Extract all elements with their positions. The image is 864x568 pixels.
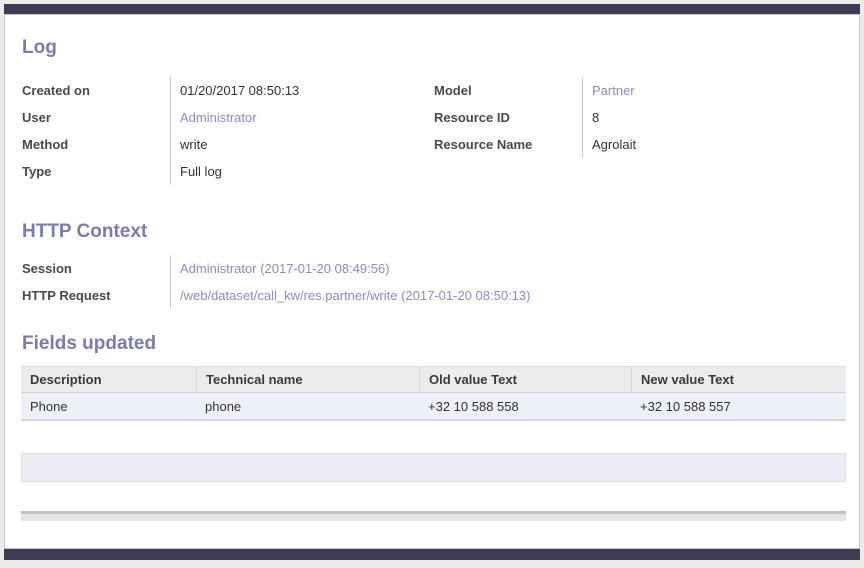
- http-context-section-title: HTTP Context: [22, 221, 148, 242]
- session-label: Session: [22, 261, 72, 276]
- user-link[interactable]: Administrator: [170, 104, 430, 131]
- field-row-type: Type Full log: [22, 158, 430, 185]
- field-row-resource-name: Resource Name Agrolait: [434, 131, 834, 158]
- cell-description: Phone: [30, 398, 68, 414]
- empty-list-row: [21, 453, 846, 482]
- http-request-link[interactable]: /web/dataset/call_kw/res.partner/write (…: [170, 282, 782, 309]
- model-label: Model: [434, 83, 472, 98]
- model-link[interactable]: Partner: [582, 77, 834, 104]
- field-row-created-on: Created on 01/20/2017 08:50:13: [22, 77, 430, 104]
- fields-updated-section-title: Fields updated: [22, 333, 157, 354]
- user-label: User: [22, 110, 51, 125]
- column-header-description[interactable]: Description: [30, 372, 102, 387]
- resource-id-value: 8: [582, 104, 834, 131]
- table-row[interactable]: Phone phone +32 10 588 558 +32 10 588 55…: [21, 393, 846, 421]
- http-request-label: HTTP Request: [22, 288, 111, 303]
- column-header-technical-name[interactable]: Technical name: [196, 367, 419, 392]
- modal-backdrop: Log Created on 01/20/2017 08:50:13 User …: [4, 4, 860, 560]
- type-value: Full log: [170, 158, 430, 185]
- field-row-http-request: HTTP Request /web/dataset/call_kw/res.pa…: [22, 282, 782, 309]
- resource-name-label: Resource Name: [434, 137, 533, 152]
- resource-name-value: Agrolait: [582, 131, 834, 158]
- log-fields-right-group: Model Partner Resource ID 8 Resource Nam…: [434, 77, 834, 158]
- log-fields-left-group: Created on 01/20/2017 08:50:13 User Admi…: [22, 77, 430, 185]
- cell-technical-name: phone: [205, 398, 242, 414]
- field-row-resource-id: Resource ID 8: [434, 104, 834, 131]
- method-value: write: [170, 131, 430, 158]
- column-header-new-value[interactable]: New value Text: [631, 367, 846, 392]
- cell-old-value: +32 10 588 558: [428, 398, 519, 414]
- field-row-session: Session Administrator (2017-01-20 08:49:…: [22, 255, 782, 282]
- http-context-fields-group: Session Administrator (2017-01-20 08:49:…: [22, 255, 782, 309]
- cell-new-value: +32 10 588 557: [640, 398, 731, 414]
- field-row-user: User Administrator: [22, 104, 430, 131]
- table-header-row: Description Technical name Old value Tex…: [21, 366, 846, 393]
- field-row-method: Method write: [22, 131, 430, 158]
- method-label: Method: [22, 137, 69, 152]
- fields-updated-table: Description Technical name Old value Tex…: [21, 366, 846, 421]
- created-on-value: 01/20/2017 08:50:13: [170, 77, 430, 104]
- type-label: Type: [22, 164, 52, 179]
- log-section-title: Log: [22, 37, 57, 58]
- log-dialog-panel: Log Created on 01/20/2017 08:50:13 User …: [4, 14, 860, 549]
- created-on-label: Created on: [22, 83, 90, 98]
- resource-id-label: Resource ID: [434, 110, 510, 125]
- column-header-old-value[interactable]: Old value Text: [419, 367, 631, 392]
- horizontal-scrollbar[interactable]: [21, 511, 846, 521]
- session-link[interactable]: Administrator (2017-01-20 08:49:56): [170, 255, 782, 282]
- field-row-model: Model Partner: [434, 77, 834, 104]
